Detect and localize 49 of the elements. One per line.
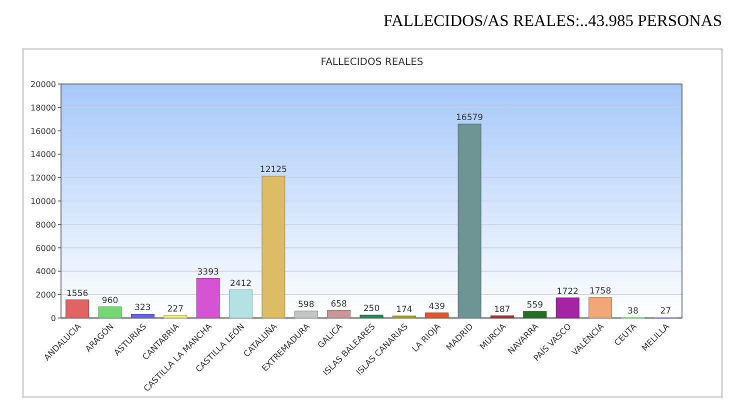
- data-label: 38: [628, 306, 638, 317]
- data-label: 3393: [197, 267, 219, 278]
- bar: [392, 316, 416, 318]
- bar: [523, 311, 547, 318]
- y-tick-label: 8000: [36, 220, 56, 230]
- y-tick-label: 4000: [36, 267, 56, 276]
- data-label: 323: [134, 303, 151, 314]
- bar: [229, 289, 253, 318]
- bar: [196, 278, 220, 318]
- bar: [490, 316, 514, 318]
- data-label: 559: [526, 300, 544, 310]
- data-label: 12125: [260, 165, 287, 176]
- bar: [66, 299, 90, 318]
- data-label: 27: [660, 306, 672, 317]
- data-label: 960: [102, 296, 118, 306]
- data-label: 1556: [66, 288, 88, 299]
- data-label: 598: [298, 300, 314, 310]
- y-tick-label: 10000: [30, 197, 56, 206]
- data-label: 250: [363, 304, 380, 314]
- bar: [425, 312, 449, 318]
- bar: [327, 310, 351, 318]
- y-tick-label: 6000: [36, 244, 56, 253]
- y-tick-label: 2000: [36, 290, 56, 300]
- y-tick-label: 20000: [30, 80, 56, 89]
- chart-subtitle: FALLECIDOS REALES: [320, 57, 424, 68]
- bar: [588, 297, 612, 318]
- y-tick-label: 14000: [30, 150, 56, 160]
- data-label: 439: [428, 302, 445, 312]
- bar: [98, 306, 122, 318]
- chart-title: FALLECIDOS/AS REALES:..43.985 PERSONAS: [384, 11, 722, 30]
- y-tick-label: 12000: [30, 174, 56, 183]
- bar: [262, 176, 286, 318]
- bar: [360, 314, 384, 318]
- bar: [164, 315, 188, 318]
- data-label: 658: [330, 299, 347, 310]
- data-label: 174: [396, 304, 412, 315]
- bar: [294, 310, 318, 318]
- data-label: 1722: [556, 286, 578, 297]
- y-tick-label: 16000: [30, 126, 56, 136]
- data-label: 16579: [456, 113, 484, 124]
- data-label: 187: [494, 304, 510, 315]
- data-label: 2412: [230, 278, 252, 289]
- bar: [556, 298, 580, 318]
- y-tick-label: 18000: [30, 103, 56, 112]
- y-tick-label: 0: [50, 314, 56, 323]
- data-label: 1758: [589, 286, 612, 296]
- data-label: 227: [167, 304, 184, 314]
- bar: [130, 314, 154, 318]
- bar: [458, 124, 482, 318]
